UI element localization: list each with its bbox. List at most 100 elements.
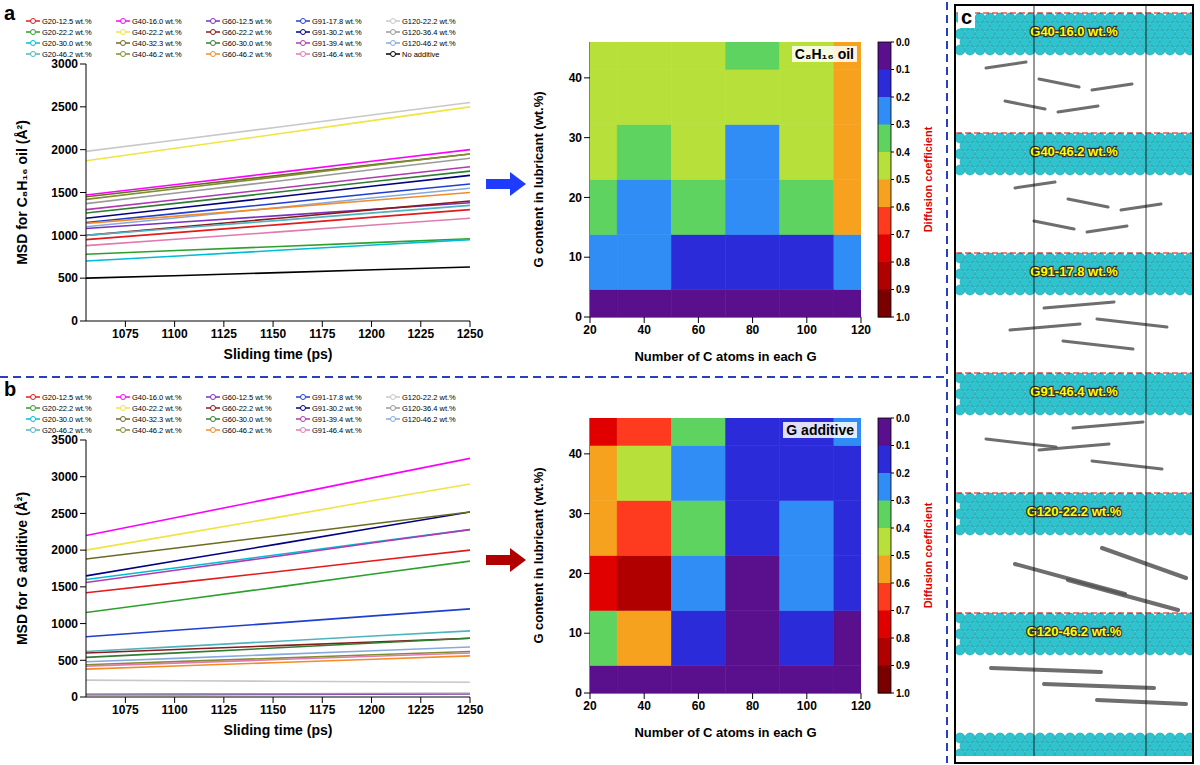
svg-text:1250: 1250	[457, 327, 484, 341]
svg-text:100: 100	[797, 323, 817, 337]
svg-text:0.1: 0.1	[896, 64, 910, 75]
svg-text:G91-17.8 wt.%: G91-17.8 wt.%	[1030, 264, 1118, 279]
svg-text:1075: 1075	[112, 327, 139, 341]
html-text:G20-12.5 wt.%: G20-12.5 wt.%	[42, 16, 92, 26]
svg-text:40: 40	[638, 323, 652, 337]
svg-text:3500: 3500	[51, 433, 78, 447]
svg-text:1250: 1250	[457, 703, 484, 717]
svg-text:1100: 1100	[162, 327, 188, 341]
svg-text:1.0: 1.0	[896, 688, 910, 699]
svg-text:Diffusion coefficient: Diffusion coefficient	[922, 502, 934, 608]
svg-text:G40-16.0 wt.%: G40-16.0 wt.%	[1030, 24, 1118, 39]
svg-text:1500: 1500	[51, 580, 78, 594]
html-text:G91-17.8 wt.%: G91-17.8 wt.%	[312, 16, 362, 26]
svg-text:0.6: 0.6	[896, 202, 910, 213]
svg-text:100: 100	[797, 699, 817, 713]
svg-text:80: 80	[746, 323, 760, 337]
svg-text:0: 0	[575, 686, 582, 700]
html-text:C₈H₁₆ oil: C₈H₁₆ oil	[794, 46, 854, 62]
svg-text:G content in lubricant (wt.%): G content in lubricant (wt.%)	[531, 467, 546, 643]
svg-text:0: 0	[575, 310, 582, 324]
svg-text:0.3: 0.3	[896, 495, 910, 506]
svg-text:0.2: 0.2	[896, 92, 910, 103]
html-text:a: a	[4, 2, 16, 24]
svg-text:1.0: 1.0	[896, 312, 910, 323]
svg-text:20: 20	[569, 191, 583, 205]
svg-text:G40-46.2 wt.%: G40-46.2 wt.%	[1030, 144, 1118, 159]
svg-text:G91-46.4 wt.%: G91-46.4 wt.%	[1030, 384, 1118, 399]
svg-text:0.4: 0.4	[896, 147, 910, 158]
svg-text:120: 120	[851, 323, 871, 337]
svg-text:40: 40	[569, 71, 583, 85]
svg-text:500: 500	[58, 271, 78, 285]
svg-text:G120-22.2 wt.%: G120-22.2 wt.%	[1027, 504, 1122, 519]
html-text:c: c	[961, 6, 973, 28]
svg-text:G content in lubricant (wt.%): G content in lubricant (wt.%)	[531, 91, 546, 267]
svg-text:10: 10	[569, 626, 583, 640]
html-text:G40-16.0 wt.%: G40-16.0 wt.%	[132, 16, 182, 26]
svg-text:Sliding time (ps): Sliding time (ps)	[224, 722, 333, 738]
svg-text:MSD for G additive (Å²): MSD for G additive (Å²)	[14, 492, 30, 645]
svg-text:0.8: 0.8	[896, 257, 910, 268]
svg-text:1100: 1100	[162, 703, 188, 717]
svg-text:Number of C atoms in each G: Number of C atoms in each G	[634, 725, 816, 740]
svg-text:500: 500	[58, 654, 78, 668]
svg-text:0.6: 0.6	[896, 578, 910, 589]
svg-text:1075: 1075	[112, 703, 139, 717]
svg-text:60: 60	[692, 699, 706, 713]
svg-text:1150: 1150	[260, 327, 286, 341]
svg-text:1225: 1225	[407, 327, 434, 341]
svg-text:0.9: 0.9	[896, 284, 910, 295]
svg-text:0.1: 0.1	[896, 440, 910, 451]
svg-text:10: 10	[569, 250, 583, 264]
svg-text:0.2: 0.2	[896, 468, 910, 479]
svg-text:0.5: 0.5	[896, 174, 910, 185]
svg-text:0.8: 0.8	[896, 633, 910, 644]
svg-text:2500: 2500	[51, 507, 78, 521]
svg-text:40: 40	[569, 447, 583, 461]
html-text:G60-12.5 wt.%: G60-12.5 wt.%	[222, 16, 272, 26]
svg-text:1150: 1150	[260, 703, 286, 717]
svg-text:0.7: 0.7	[896, 229, 910, 240]
svg-text:60: 60	[692, 323, 706, 337]
svg-text:1200: 1200	[358, 703, 385, 717]
svg-text:20: 20	[569, 567, 583, 581]
svg-text:1225: 1225	[407, 703, 434, 717]
svg-text:1175: 1175	[309, 327, 335, 341]
svg-text:2000: 2000	[51, 543, 78, 557]
svg-text:0.9: 0.9	[896, 660, 910, 671]
svg-text:30: 30	[569, 131, 583, 145]
svg-text:30: 30	[569, 507, 583, 521]
svg-text:1175: 1175	[309, 703, 335, 717]
svg-text:40: 40	[638, 699, 652, 713]
svg-text:1125: 1125	[211, 327, 237, 341]
svg-text:1000: 1000	[51, 229, 78, 243]
svg-text:1125: 1125	[211, 703, 237, 717]
svg-text:3000: 3000	[51, 57, 78, 71]
svg-text:0.7: 0.7	[896, 605, 910, 616]
svg-text:0.0: 0.0	[896, 414, 910, 424]
svg-text:Diffusion coefficient: Diffusion coefficient	[922, 126, 934, 232]
html-text:b: b	[4, 378, 17, 400]
svg-text:0.4: 0.4	[896, 523, 910, 534]
svg-text:1200: 1200	[358, 327, 385, 341]
svg-text:0.0: 0.0	[896, 38, 910, 48]
svg-text:20: 20	[583, 699, 597, 713]
svg-text:MSD for C₈H₁₆ oil (Å²): MSD for C₈H₁₆ oil (Å²)	[14, 120, 30, 265]
svg-text:1500: 1500	[51, 186, 78, 200]
svg-text:2000: 2000	[51, 143, 78, 157]
svg-text:0: 0	[71, 690, 78, 704]
html-text:G additive: G additive	[786, 422, 854, 438]
svg-text:0: 0	[71, 314, 78, 328]
svg-text:0.5: 0.5	[896, 550, 910, 561]
svg-text:Number of C atoms in each G: Number of C atoms in each G	[634, 349, 816, 364]
svg-text:3000: 3000	[51, 470, 78, 484]
svg-text:1000: 1000	[51, 617, 78, 631]
svg-text:80: 80	[746, 699, 760, 713]
svg-text:0.3: 0.3	[896, 119, 910, 130]
svg-text:120: 120	[851, 699, 871, 713]
svg-text:20: 20	[583, 323, 597, 337]
svg-text:G120-46.2 wt.%: G120-46.2 wt.%	[1027, 624, 1122, 639]
svg-text:2500: 2500	[51, 100, 78, 114]
svg-text:Sliding time (ps): Sliding time (ps)	[224, 346, 333, 362]
